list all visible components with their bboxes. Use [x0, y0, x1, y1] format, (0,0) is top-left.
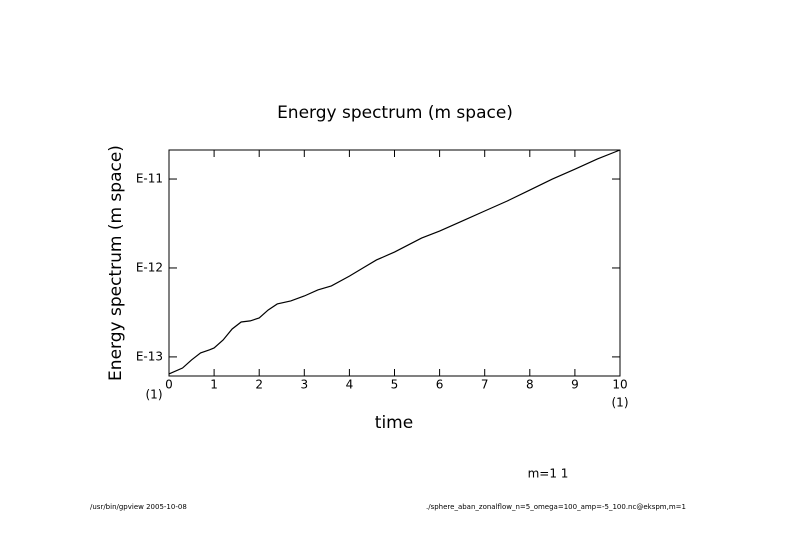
x-tick-label: 10 [612, 378, 627, 392]
y-tick-label: E-11 [136, 172, 163, 186]
data-line [168, 149, 621, 375]
x-scale-label: (1) [612, 396, 629, 410]
x-scale-label: (1) [146, 388, 163, 402]
x-tick-label: 9 [571, 378, 579, 392]
x-tick-label: 5 [391, 378, 399, 392]
x-tick-label: 3 [300, 378, 308, 392]
x-tick-label: 7 [481, 378, 489, 392]
x-tick-label: 8 [526, 378, 534, 392]
y-axis-label: Energy spectrum (m space) [106, 145, 126, 381]
x-tick-label: 2 [255, 378, 263, 392]
chart-title: Energy spectrum (m space) [277, 103, 513, 123]
x-tick-label: 4 [346, 378, 354, 392]
x-tick-label: 6 [436, 378, 444, 392]
x-axis-label: time [375, 413, 413, 433]
footer-left: /usr/bin/gpview 2005-10-08 [90, 503, 187, 511]
footer-right: ./sphere_aban_zonalflow_n=5_omega=100_am… [426, 503, 686, 511]
x-tick-label: 1 [210, 378, 218, 392]
y-tick-label: E-12 [136, 260, 163, 274]
annotation: m=1 1 [528, 467, 569, 481]
x-tick-label: 0 [165, 378, 173, 392]
y-tick-label: E-13 [136, 349, 163, 363]
